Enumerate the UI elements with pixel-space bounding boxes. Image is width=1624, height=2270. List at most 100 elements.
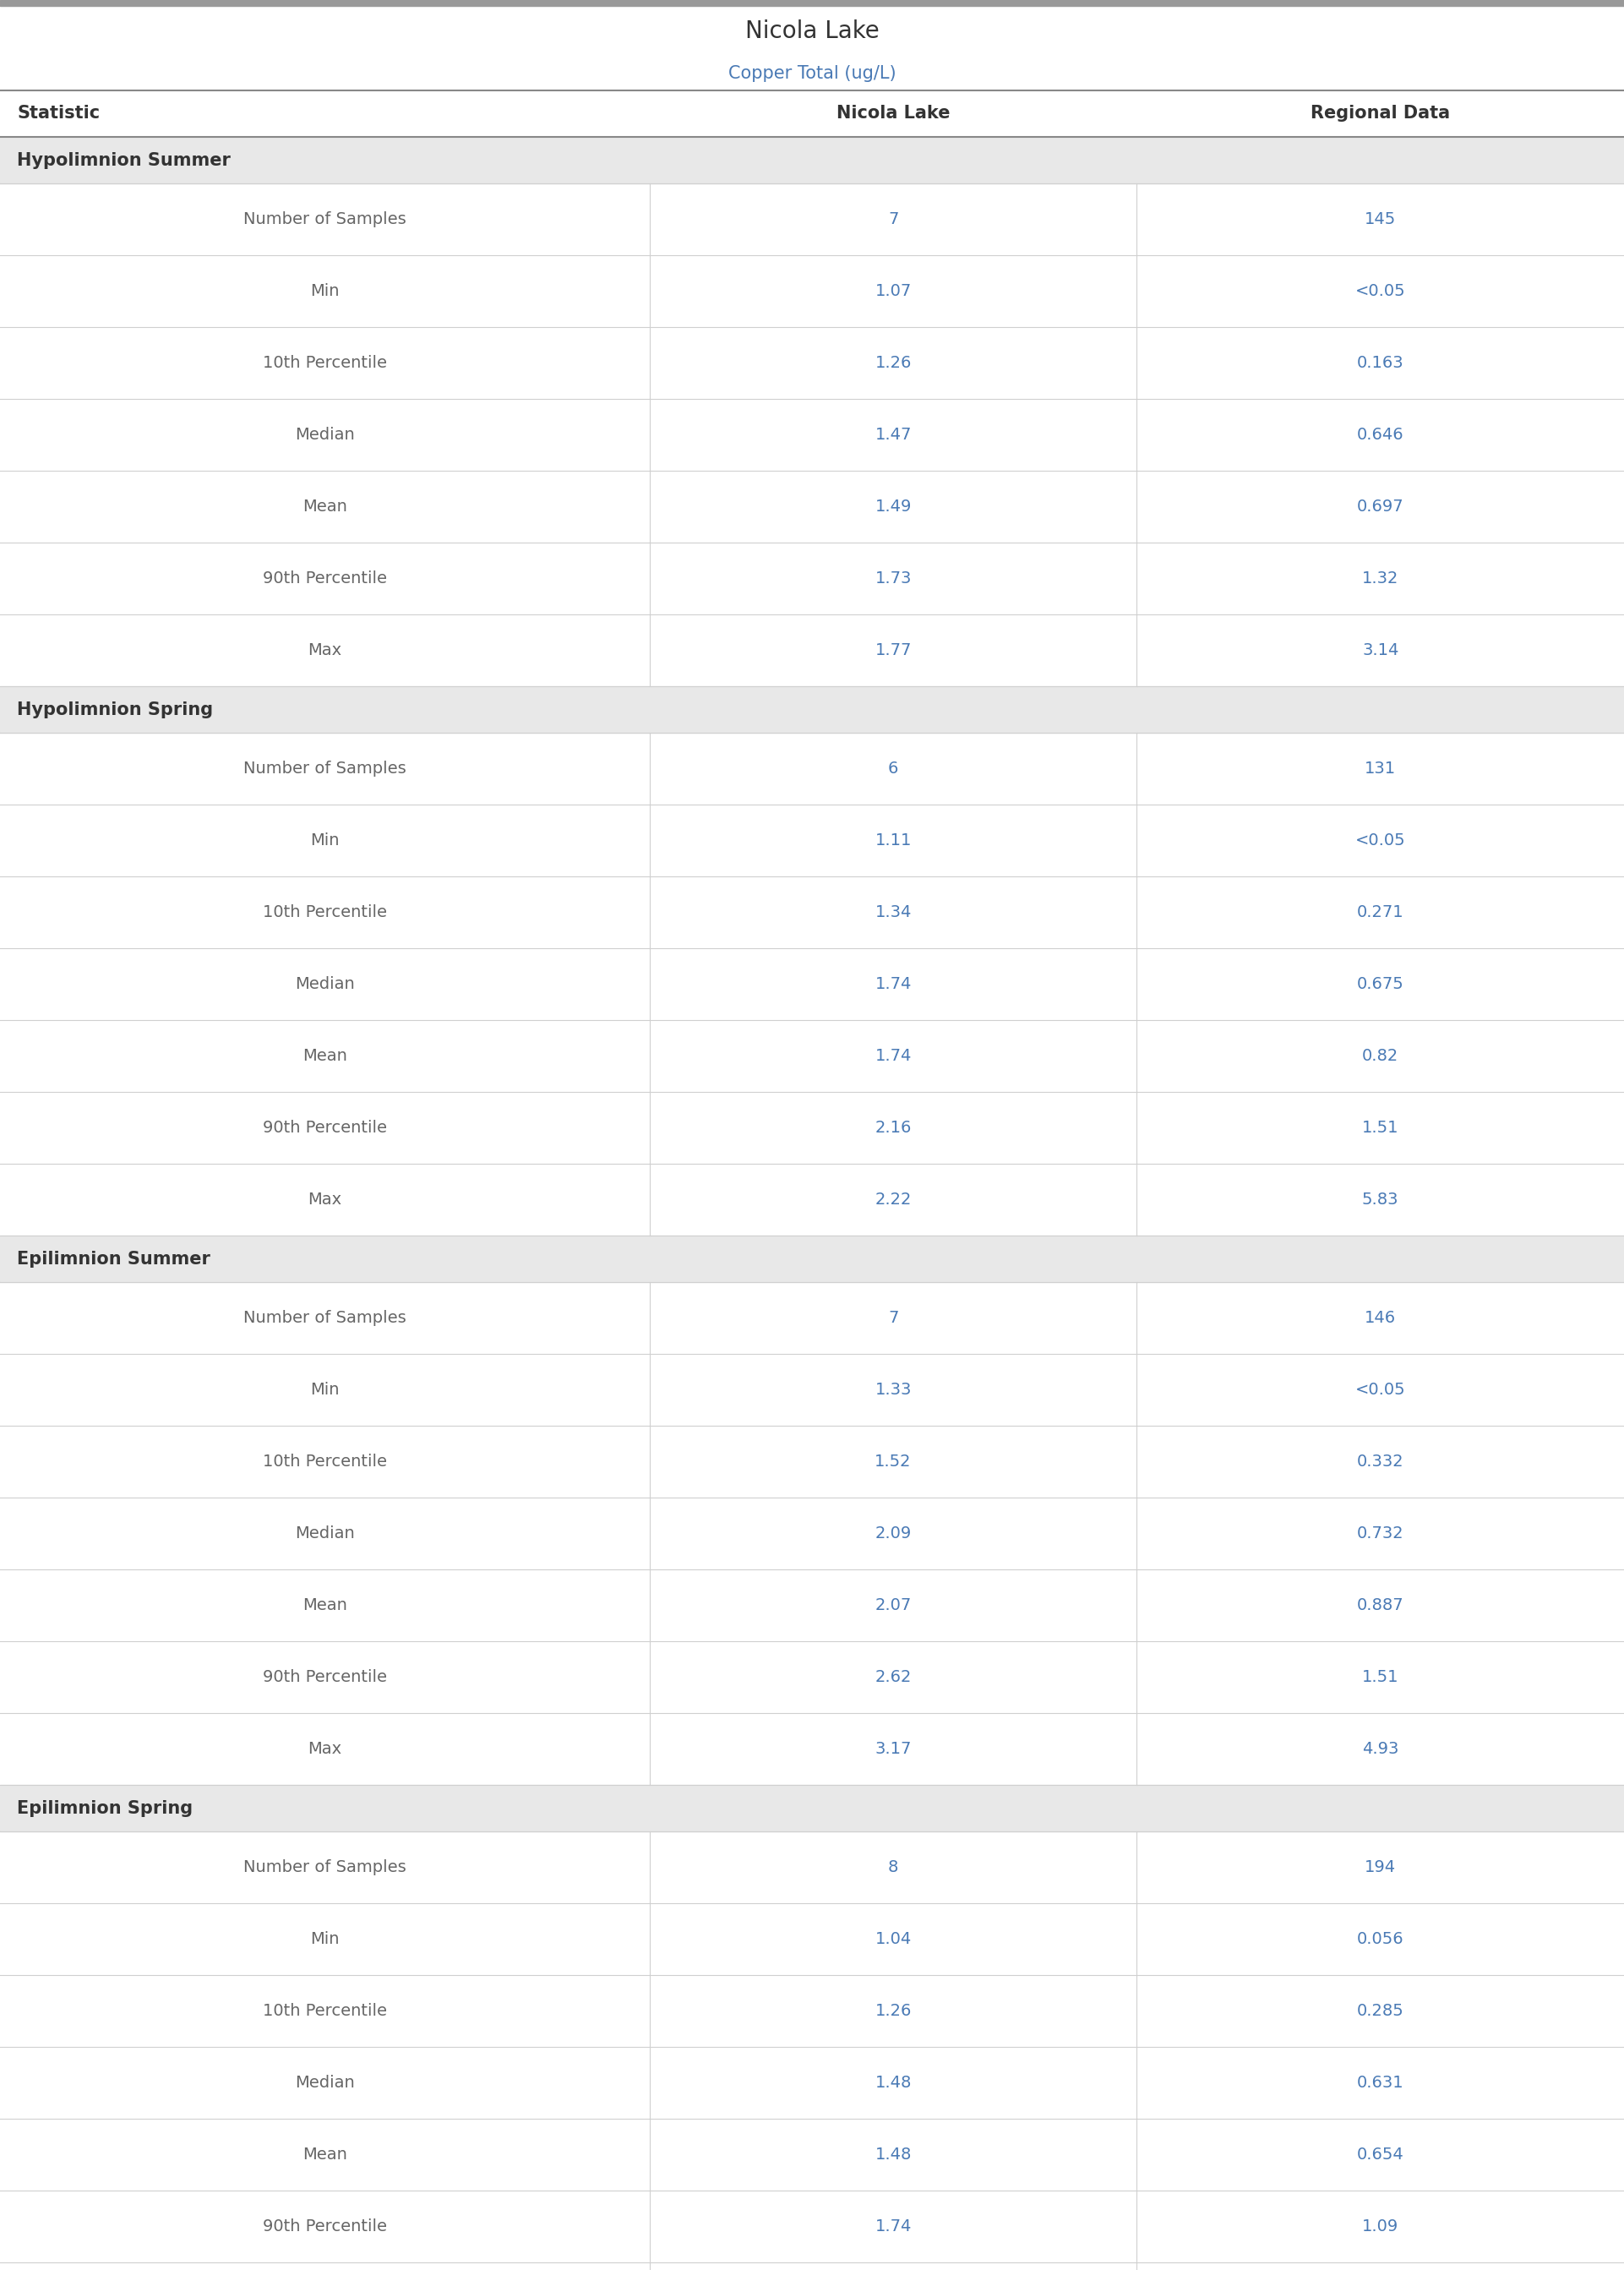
Text: 0.697: 0.697 [1358,499,1403,515]
Text: 10th Percentile: 10th Percentile [263,354,387,370]
Text: 1.74: 1.74 [875,976,911,992]
Bar [0,1784,1624,1832]
Bar [0,1235,1624,1283]
Bar [0,949,1624,1019]
Text: Max: Max [309,642,341,658]
Text: 1.34: 1.34 [875,903,911,919]
Text: 1.51: 1.51 [1363,1119,1398,1135]
Text: Min: Min [310,833,339,849]
Text: 10th Percentile: 10th Percentile [263,1453,387,1469]
Text: 7: 7 [888,1310,898,1326]
Bar [0,1019,1624,1092]
Bar [0,2263,1624,2270]
Bar [0,615,1624,686]
Text: Hypolimnion Summer: Hypolimnion Summer [16,152,231,168]
Text: 0.887: 0.887 [1358,1598,1403,1614]
Text: Mean: Mean [302,2147,348,2163]
Bar [0,470,1624,543]
Text: Min: Min [310,1932,339,1948]
Text: 0.056: 0.056 [1358,1932,1403,1948]
Text: Statistic: Statistic [16,104,99,123]
Text: Mean: Mean [302,1049,348,1065]
Text: 10th Percentile: 10th Percentile [263,2002,387,2018]
Text: 1.77: 1.77 [875,642,911,658]
Text: 5.83: 5.83 [1363,1192,1398,1208]
Text: 1.33: 1.33 [875,1382,911,1398]
Text: 1.52: 1.52 [875,1453,911,1469]
Text: 2.16: 2.16 [875,1119,911,1135]
Bar [0,2048,1624,2118]
Text: 1.51: 1.51 [1363,1668,1398,1684]
Bar [0,804,1624,876]
Text: 10th Percentile: 10th Percentile [263,903,387,919]
Bar [0,686,1624,733]
Text: 90th Percentile: 90th Percentile [263,1668,387,1684]
Bar [0,1714,1624,1784]
Bar [0,400,1624,470]
Text: Mean: Mean [302,1598,348,1614]
Bar [0,1902,1624,1975]
Text: Min: Min [310,1382,339,1398]
Text: Min: Min [310,284,339,300]
Text: 4.93: 4.93 [1363,1741,1398,1757]
Text: 1.48: 1.48 [875,2075,911,2091]
Text: 2.62: 2.62 [875,1668,911,1684]
Text: 0.732: 0.732 [1358,1525,1403,1541]
Text: 0.675: 0.675 [1356,976,1405,992]
Text: Hypolimnion Spring: Hypolimnion Spring [16,701,213,717]
Text: 0.332: 0.332 [1358,1453,1403,1469]
Text: Nicola Lake: Nicola Lake [836,104,950,123]
Text: 0.646: 0.646 [1358,427,1403,443]
Text: 146: 146 [1364,1310,1397,1326]
Text: Epilimnion Summer: Epilimnion Summer [16,1251,209,1267]
Text: 1.04: 1.04 [875,1932,911,1948]
Text: 1.74: 1.74 [875,1049,911,1065]
Bar [0,1092,1624,1165]
Text: 1.09: 1.09 [1363,2218,1398,2234]
Text: <0.05: <0.05 [1354,284,1406,300]
Bar [0,1975,1624,2048]
Text: 7: 7 [888,211,898,227]
Text: Number of Samples: Number of Samples [244,1310,406,1326]
Bar [0,0,1624,7]
Bar [0,733,1624,804]
Text: Mean: Mean [302,499,348,515]
Text: Median: Median [296,2075,354,2091]
Bar [0,1283,1624,1353]
Bar [0,543,1624,615]
Text: Median: Median [296,976,354,992]
Text: Regional Data: Regional Data [1311,104,1450,123]
Text: Nicola Lake: Nicola Lake [745,20,879,43]
Text: Copper Total (ug/L): Copper Total (ug/L) [728,66,896,82]
Text: 0.163: 0.163 [1358,354,1403,370]
Text: Epilimnion Spring: Epilimnion Spring [16,1800,193,1816]
Text: 2.22: 2.22 [875,1192,911,1208]
Text: 6: 6 [888,760,898,776]
Bar [0,2118,1624,2191]
Text: 1.26: 1.26 [875,2002,911,2018]
Text: Median: Median [296,1525,354,1541]
Bar [0,2191,1624,2263]
Bar [0,327,1624,400]
Bar [0,1353,1624,1426]
Text: 3.17: 3.17 [875,1741,911,1757]
Text: 1.11: 1.11 [875,833,911,849]
Text: Median: Median [296,427,354,443]
Text: Number of Samples: Number of Samples [244,1859,406,1875]
Text: 1.49: 1.49 [875,499,911,515]
Bar [0,1165,1624,1235]
Text: 90th Percentile: 90th Percentile [263,570,387,586]
Bar [0,1426,1624,1498]
Bar [0,1641,1624,1714]
Text: 0.82: 0.82 [1363,1049,1398,1065]
Text: 1.32: 1.32 [1363,570,1398,586]
Text: 2.07: 2.07 [875,1598,911,1614]
Bar [0,91,1624,136]
Text: <0.05: <0.05 [1354,833,1406,849]
Text: 1.07: 1.07 [875,284,911,300]
Text: 3.14: 3.14 [1363,642,1398,658]
Text: 1.26: 1.26 [875,354,911,370]
Text: 2.09: 2.09 [875,1525,911,1541]
Text: 0.271: 0.271 [1358,903,1403,919]
Text: 131: 131 [1364,760,1397,776]
